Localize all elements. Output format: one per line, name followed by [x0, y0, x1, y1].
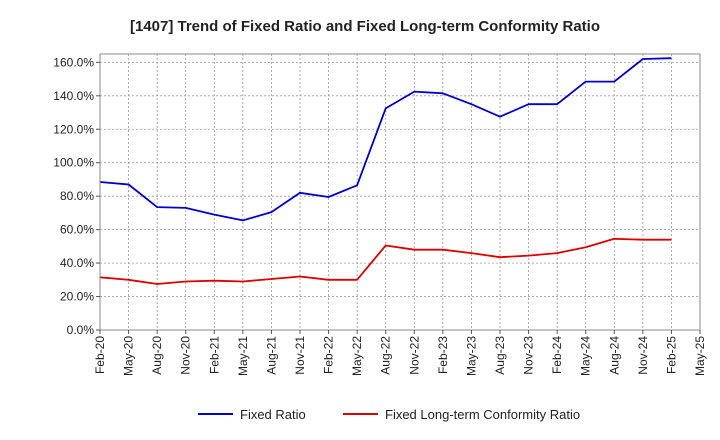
legend-item-fixed-ratio: Fixed Ratio: [198, 407, 306, 422]
chart-title: [1407] Trend of Fixed Ratio and Fixed Lo…: [130, 18, 600, 35]
y-tick-label: 60.0%: [60, 223, 94, 237]
legend-item-fixed-long-term-conformity-ratio: Fixed Long-term Conformity Ratio: [343, 407, 580, 422]
x-axis-ticks: Feb-20 May-20 Aug-20 Nov-20 Feb-21 May-21 Aug-…: [93, 330, 707, 376]
series-line-fixed-long-term-conformity-ratio: [99, 237, 672, 285]
series-lines: [99, 57, 672, 285]
x-tick-label: May-22: [350, 336, 364, 376]
x-tick-label: May-23: [464, 336, 478, 376]
x-tick-label: May-21: [236, 336, 250, 376]
grid: [100, 54, 700, 330]
x-tick-label: May-20: [122, 336, 136, 376]
y-tick-label: 80.0%: [60, 189, 94, 203]
x-tick-label: Aug-20: [150, 336, 164, 375]
x-tick-label: Feb-21: [207, 336, 221, 374]
plot-frame: [99, 53, 701, 331]
x-tick-label: May-24: [579, 336, 593, 376]
y-tick-label: 140.0%: [53, 89, 94, 103]
legend: Fixed Ratio Fixed Long-term Conformity Ra…: [198, 407, 580, 422]
series-line-fixed-ratio: [99, 57, 672, 222]
legend-label: Fixed Ratio: [240, 407, 306, 422]
y-tick-label: 20.0%: [60, 290, 94, 304]
x-tick-label: May-25: [693, 336, 707, 376]
y-axis-ticks: 0.0% 20.0% 40.0% 60.0% 80.0% 100.0% 120.0% 140.…: [53, 55, 100, 337]
x-tick-label: Aug-24: [607, 336, 621, 375]
x-tick-label: Feb-22: [322, 336, 336, 374]
x-tick-label: Aug-22: [379, 336, 393, 375]
x-tick-label: Nov-22: [407, 336, 421, 375]
y-tick-label: 120.0%: [53, 122, 94, 136]
x-tick-label: Feb-20: [93, 336, 107, 374]
y-tick-label: 160.0%: [53, 55, 94, 69]
x-tick-label: Nov-23: [522, 336, 536, 375]
legend-label: Fixed Long-term Conformity Ratio: [385, 407, 580, 422]
x-tick-label: Nov-24: [636, 336, 650, 375]
x-tick-label: Feb-23: [436, 336, 450, 374]
y-tick-label: 0.0%: [67, 323, 95, 337]
y-tick-label: 40.0%: [60, 256, 94, 270]
x-tick-label: Nov-21: [293, 336, 307, 375]
x-tick-label: Aug-21: [264, 336, 278, 375]
x-tick-label: Nov-20: [179, 336, 193, 375]
x-tick-label: Aug-23: [493, 336, 507, 375]
y-tick-label: 100.0%: [53, 156, 94, 170]
x-tick-label: Feb-24: [550, 336, 564, 374]
x-tick-label: Feb-25: [664, 336, 678, 374]
